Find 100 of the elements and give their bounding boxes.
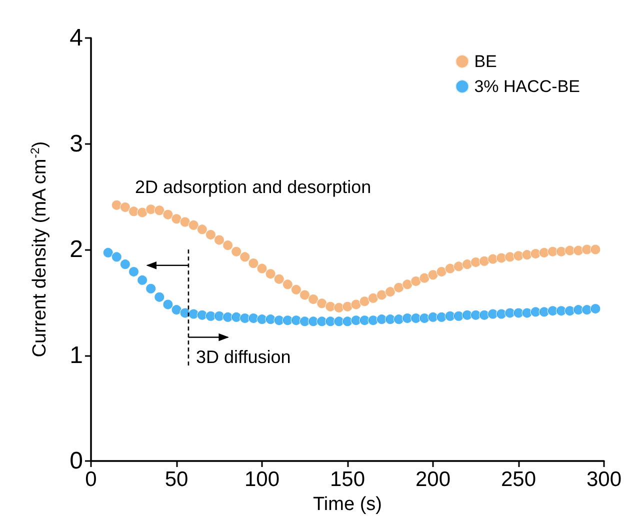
annotation: 2D adsorption and desorption — [135, 177, 372, 197]
point — [128, 266, 140, 278]
point — [488, 254, 498, 264]
point — [222, 240, 234, 251]
legend-label: 3% HACC-BE — [474, 77, 580, 96]
point — [231, 312, 242, 322]
point — [496, 252, 507, 264]
point — [248, 312, 259, 324]
point — [111, 252, 122, 262]
x-tick-label: 50 — [164, 468, 188, 491]
point — [538, 247, 550, 258]
point — [368, 315, 378, 326]
point — [111, 200, 122, 210]
point — [504, 252, 516, 262]
y-tick-label: 0 — [70, 448, 83, 474]
point — [522, 249, 532, 260]
legend-label: BE — [474, 52, 497, 71]
point — [496, 308, 507, 320]
point — [102, 247, 114, 258]
x-tick-label: 100 — [244, 468, 280, 491]
point — [453, 310, 464, 322]
y-axis-title: Current density (mA cm-2) — [28, 141, 50, 358]
point — [290, 315, 302, 326]
point — [419, 272, 430, 284]
point — [137, 207, 148, 218]
point — [359, 315, 370, 326]
x-tick-label: 300 — [586, 468, 622, 491]
point — [282, 279, 293, 290]
point — [265, 268, 276, 280]
point — [444, 310, 456, 322]
point — [290, 284, 302, 295]
point — [462, 310, 472, 320]
x-tick-label: 0 — [85, 468, 97, 491]
point — [402, 279, 413, 290]
point — [564, 306, 576, 316]
point — [530, 248, 541, 260]
point — [231, 246, 242, 257]
point — [419, 312, 430, 324]
point — [479, 256, 490, 266]
point — [504, 308, 516, 318]
point — [513, 250, 524, 262]
point — [240, 252, 250, 262]
point — [428, 270, 438, 280]
y-tick-label: 4 — [70, 24, 83, 52]
point — [205, 310, 216, 322]
point — [582, 244, 592, 255]
point — [188, 220, 199, 230]
x-axis-title: Time (s) — [313, 494, 382, 515]
point — [308, 294, 319, 304]
point — [376, 314, 387, 325]
point — [462, 259, 472, 270]
point — [154, 292, 165, 302]
x-tick-label: 150 — [330, 468, 366, 491]
point — [120, 202, 130, 212]
x-tick-label: 250 — [500, 468, 536, 491]
point — [444, 263, 456, 274]
point — [265, 314, 276, 325]
point — [350, 299, 362, 310]
point — [180, 216, 190, 228]
point — [394, 314, 404, 325]
point — [171, 304, 182, 316]
point — [522, 308, 532, 318]
point — [256, 263, 268, 274]
point — [282, 315, 293, 326]
point — [582, 304, 592, 316]
point — [325, 316, 336, 327]
point — [256, 314, 268, 325]
point — [453, 261, 464, 272]
point — [316, 298, 328, 309]
point — [146, 283, 156, 294]
y-tick-label: 1 — [70, 342, 83, 369]
x-tick-label: 200 — [415, 468, 451, 491]
point — [590, 303, 601, 314]
point — [359, 296, 370, 307]
point — [196, 224, 208, 235]
point — [274, 274, 284, 284]
point — [530, 306, 541, 318]
point — [436, 312, 447, 322]
point — [299, 290, 310, 300]
point — [171, 214, 182, 224]
point — [368, 292, 378, 304]
point — [334, 316, 344, 327]
point — [162, 209, 174, 220]
point — [342, 316, 353, 327]
point — [428, 312, 438, 322]
point — [120, 259, 130, 270]
point — [154, 205, 165, 216]
point — [274, 315, 284, 326]
y-tick-label: 3 — [70, 130, 83, 158]
point — [137, 274, 148, 286]
point — [342, 301, 353, 312]
point — [325, 301, 336, 312]
point — [334, 302, 344, 313]
point — [162, 299, 174, 310]
point — [214, 234, 225, 246]
point — [196, 310, 208, 320]
point — [410, 276, 422, 287]
point — [513, 308, 524, 318]
point — [248, 258, 259, 269]
y-tick-label: 2 — [70, 236, 83, 263]
